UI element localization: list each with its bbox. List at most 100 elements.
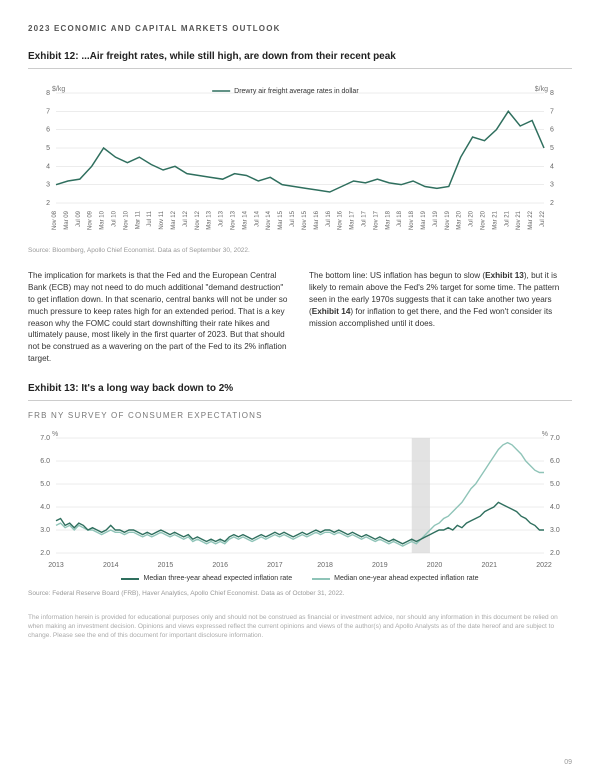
- legend-swatch-3yr: [121, 578, 139, 580]
- legend-swatch-1yr: [312, 578, 330, 580]
- svg-text:Jul 17: Jul 17: [361, 210, 367, 227]
- exhibit-12-chart: $/kg$/kg22334455667788Nov 08Mar 09Jul 09…: [28, 79, 572, 239]
- svg-text:2.0: 2.0: [550, 550, 560, 557]
- svg-text:2022: 2022: [536, 562, 552, 569]
- svg-text:Jul 22: Jul 22: [540, 210, 546, 227]
- svg-text:%: %: [52, 431, 58, 438]
- svg-text:Nov 12: Nov 12: [195, 210, 201, 230]
- svg-text:4.0: 4.0: [40, 504, 50, 511]
- svg-text:Mar 18: Mar 18: [385, 210, 391, 229]
- svg-text:2013: 2013: [48, 562, 64, 569]
- divider: [28, 68, 572, 69]
- exhibit-13-source: Source: Federal Reserve Board (FRB), Hav…: [28, 590, 572, 597]
- svg-text:5.0: 5.0: [550, 481, 560, 488]
- svg-text:2.0: 2.0: [40, 550, 50, 557]
- body-left: The implication for markets is that the …: [28, 270, 291, 365]
- svg-text:Nov 08: Nov 08: [52, 210, 58, 230]
- svg-text:%: %: [542, 431, 548, 438]
- svg-text:5.0: 5.0: [40, 481, 50, 488]
- svg-text:Mar 12: Mar 12: [171, 210, 177, 229]
- svg-text:3: 3: [46, 182, 50, 189]
- body-right-bold-1: Exhibit 13: [485, 271, 524, 280]
- svg-text:3: 3: [550, 182, 554, 189]
- svg-text:Jul 14: Jul 14: [254, 210, 260, 227]
- svg-text:Mar 17: Mar 17: [350, 210, 356, 229]
- svg-text:$/kg: $/kg: [535, 86, 548, 93]
- svg-text:8: 8: [46, 90, 50, 97]
- svg-text:2017: 2017: [267, 562, 283, 569]
- svg-text:Drewry air freight average rat: Drewry air freight average rates in doll…: [234, 88, 359, 95]
- svg-text:7: 7: [550, 108, 554, 115]
- svg-text:Mar 15: Mar 15: [278, 210, 284, 229]
- svg-text:Nov 15: Nov 15: [302, 210, 308, 230]
- svg-text:2015: 2015: [158, 562, 174, 569]
- svg-text:5: 5: [550, 145, 554, 152]
- svg-text:Nov 09: Nov 09: [88, 210, 94, 230]
- exhibit-13-subhead: FRB NY SURVEY OF CONSUMER EXPECTATIONS: [28, 411, 572, 420]
- svg-text:Nov 10: Nov 10: [123, 210, 129, 230]
- svg-text:Jul 16: Jul 16: [326, 210, 332, 227]
- svg-text:Mar 19: Mar 19: [421, 210, 427, 229]
- svg-text:Nov 20: Nov 20: [480, 210, 486, 230]
- svg-text:Nov 18: Nov 18: [409, 210, 415, 230]
- svg-text:Jul 12: Jul 12: [183, 210, 189, 227]
- svg-text:Jul 11: Jul 11: [147, 210, 153, 226]
- svg-text:2018: 2018: [317, 562, 333, 569]
- svg-text:Nov 13: Nov 13: [231, 210, 237, 230]
- exhibit-13-title: Exhibit 13: It's a long way back down to…: [28, 383, 572, 394]
- svg-text:4: 4: [550, 163, 554, 170]
- svg-text:2019: 2019: [372, 562, 388, 569]
- svg-text:2021: 2021: [481, 562, 497, 569]
- svg-text:Nov 17: Nov 17: [373, 210, 379, 230]
- svg-text:Nov 11: Nov 11: [159, 210, 165, 229]
- svg-text:8: 8: [550, 90, 554, 97]
- svg-text:Jul 15: Jul 15: [290, 210, 296, 227]
- svg-text:6.0: 6.0: [40, 458, 50, 465]
- body-right: The bottom line: US inflation has begun …: [309, 270, 572, 365]
- svg-text:7.0: 7.0: [550, 435, 560, 442]
- svg-text:3.0: 3.0: [550, 527, 560, 534]
- body-columns: The implication for markets is that the …: [28, 270, 572, 365]
- svg-text:2020: 2020: [427, 562, 443, 569]
- legend-label-3yr: Median three-year ahead expected inflati…: [143, 575, 292, 582]
- legend-label-1yr: Median one-year ahead expected inflation…: [334, 575, 478, 582]
- svg-text:Jul 20: Jul 20: [469, 210, 475, 227]
- svg-text:7.0: 7.0: [40, 435, 50, 442]
- legend-item-3yr: Median three-year ahead expected inflati…: [121, 575, 292, 582]
- exhibit-13-legend: Median three-year ahead expected inflati…: [28, 575, 572, 582]
- body-right-bold-2: Exhibit 14: [312, 307, 351, 316]
- svg-text:Nov 19: Nov 19: [445, 210, 451, 230]
- body-right-prefix: The bottom line: US inflation has begun …: [309, 271, 485, 280]
- svg-text:Mar 09: Mar 09: [64, 210, 70, 229]
- svg-text:Mar 22: Mar 22: [528, 210, 534, 229]
- svg-text:6: 6: [550, 127, 554, 134]
- exhibit-12-source: Source: Bloomberg, Apollo Chief Economis…: [28, 247, 572, 254]
- svg-text:3.0: 3.0: [40, 527, 50, 534]
- page-number: 09: [564, 759, 572, 766]
- disclaimer: The information herein is provided for e…: [28, 613, 572, 640]
- svg-text:7: 7: [46, 108, 50, 115]
- svg-text:Nov 16: Nov 16: [338, 210, 344, 230]
- svg-text:4.0: 4.0: [550, 504, 560, 511]
- exhibit-13-chart: %%2.02.03.03.04.04.05.05.06.06.07.07.020…: [28, 426, 572, 582]
- svg-text:Mar 11: Mar 11: [135, 210, 141, 229]
- svg-text:Mar 20: Mar 20: [457, 210, 463, 229]
- svg-text:Mar 21: Mar 21: [492, 210, 498, 229]
- svg-text:Mar 14: Mar 14: [242, 210, 248, 229]
- legend-item-1yr: Median one-year ahead expected inflation…: [312, 575, 478, 582]
- page-header: 2023 ECONOMIC AND CAPITAL MARKETS OUTLOO…: [28, 24, 572, 33]
- svg-text:Nov 14: Nov 14: [266, 210, 272, 230]
- svg-text:2: 2: [550, 200, 554, 207]
- svg-text:6: 6: [46, 127, 50, 134]
- svg-text:4: 4: [46, 163, 50, 170]
- svg-text:Nov 21: Nov 21: [516, 210, 522, 230]
- svg-text:Jul 10: Jul 10: [112, 210, 118, 227]
- svg-text:$/kg: $/kg: [52, 86, 65, 93]
- svg-text:5: 5: [46, 145, 50, 152]
- svg-text:Jul 13: Jul 13: [219, 210, 225, 227]
- svg-text:Jul 18: Jul 18: [397, 210, 403, 227]
- svg-text:2014: 2014: [103, 562, 119, 569]
- exhibit-12-title: Exhibit 12: ...Air freight rates, while …: [28, 51, 572, 62]
- svg-text:Mar 10: Mar 10: [100, 210, 106, 229]
- svg-text:Mar 13: Mar 13: [207, 210, 213, 229]
